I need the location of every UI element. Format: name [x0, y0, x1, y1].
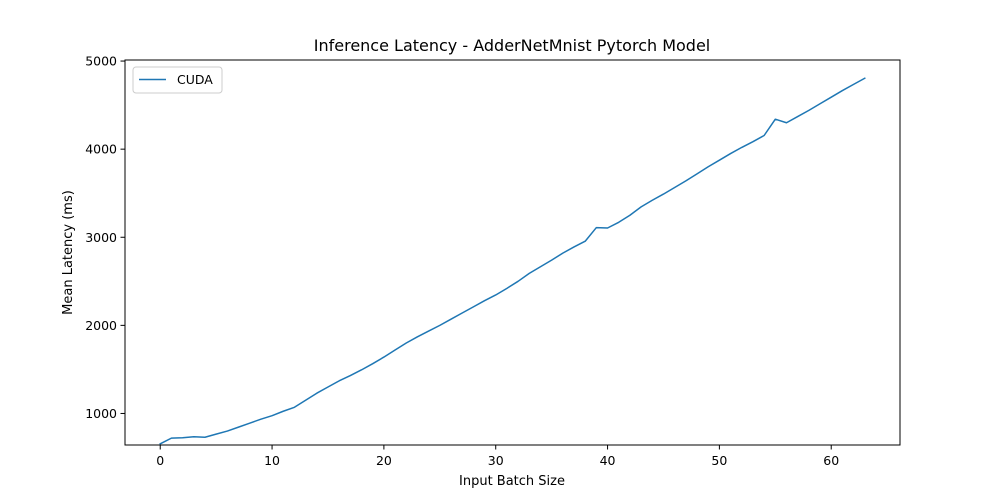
y-tick-label: 1000: [85, 406, 117, 421]
x-tick-label: 0: [156, 453, 164, 468]
y-tick-label: 2000: [85, 318, 117, 333]
x-tick-label: 50: [711, 453, 727, 468]
x-tick-label: 30: [488, 453, 504, 468]
x-tick-label: 60: [823, 453, 839, 468]
series-layer: [159, 77, 866, 445]
legend-label-cuda: CUDA: [177, 72, 213, 87]
legend: CUDA: [132, 66, 223, 94]
y-axis-label: Mean Latency (ms): [61, 190, 76, 315]
y-tick-label: 3000: [85, 230, 117, 245]
legend-box: [132, 66, 223, 94]
x-tick-label: 10: [264, 453, 280, 468]
x-axis-label: Input Batch Size: [459, 474, 565, 489]
y-tick-label: 5000: [85, 54, 117, 69]
chart-title: Inference Latency - AdderNetMnist Pytorc…: [314, 36, 711, 55]
x-tick-label: 20: [376, 453, 392, 468]
y-tick-label: 4000: [85, 142, 117, 157]
series-line-cuda: [159, 77, 866, 445]
x-axis-ticks: 0 10 20 30 40 50 60: [156, 445, 839, 468]
y-axis-ticks: 1000 2000 3000 4000 5000: [85, 54, 125, 421]
x-tick-label: 40: [600, 453, 616, 468]
axes-frame: [124, 59, 901, 446]
